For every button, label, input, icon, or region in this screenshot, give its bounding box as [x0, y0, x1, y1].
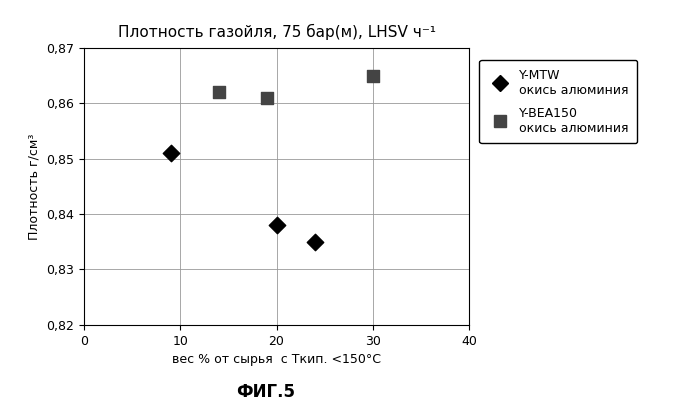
Y-axis label: Плотность г/см³: Плотность г/см³ — [28, 133, 41, 240]
Point — [261, 95, 272, 101]
Point — [213, 89, 224, 95]
Legend: Y-MTW
окись алюминия, Y-BEA150
окись алюминия: Y-MTW окись алюминия, Y-BEA150 окись алю… — [479, 60, 638, 144]
Point — [309, 239, 321, 245]
Point — [271, 222, 282, 229]
Point — [165, 150, 176, 156]
Point — [367, 73, 378, 79]
X-axis label: вес % от сырья  с Ткип. <150°С: вес % от сырья с Ткип. <150°С — [172, 353, 381, 366]
Text: ФИГ.5: ФИГ.5 — [237, 383, 295, 401]
Title: Плотность газойля, 75 бар(м), LHSV ч⁻¹: Плотность газойля, 75 бар(м), LHSV ч⁻¹ — [118, 24, 435, 40]
